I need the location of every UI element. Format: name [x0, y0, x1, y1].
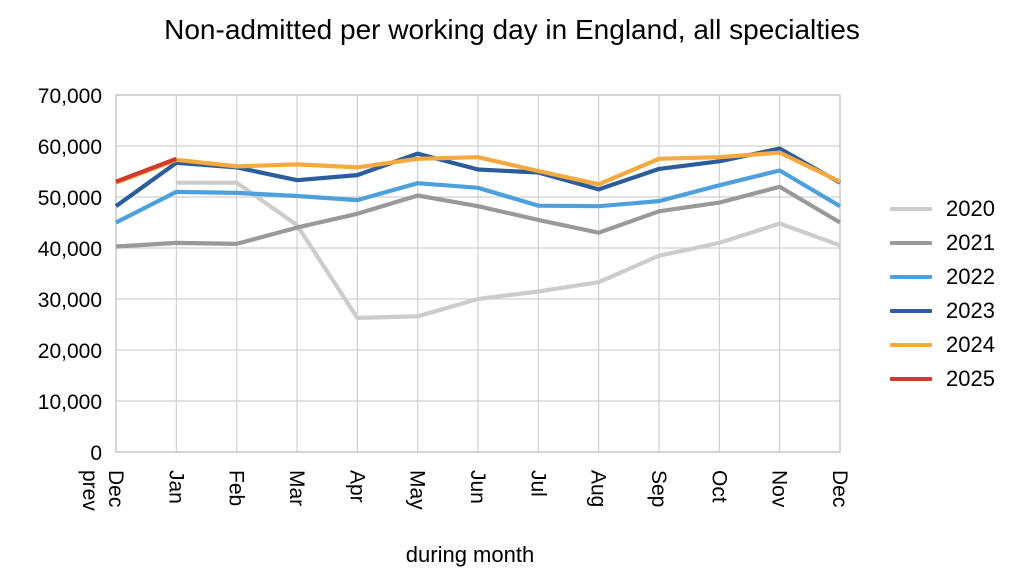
- svg-text:Jun: Jun: [466, 470, 489, 504]
- x-tick-label: Jun: [466, 470, 489, 504]
- x-tick-label: Apr: [345, 470, 368, 503]
- svg-text:Oct: Oct: [707, 470, 730, 503]
- svg-text:Dec: Dec: [828, 470, 851, 507]
- x-tick-label: Dec: [828, 470, 851, 507]
- legend-label: 2024: [946, 332, 995, 357]
- x-tick-label: Nov: [768, 470, 791, 508]
- svg-text:Jul: Jul: [526, 470, 549, 497]
- legend-swatch: [890, 241, 932, 245]
- x-tick-label: Aug: [587, 470, 610, 507]
- y-tick-label: 40,000: [38, 238, 102, 261]
- x-tick-label: Feb: [225, 470, 248, 506]
- legend-swatch: [890, 275, 932, 279]
- legend-label: 2025: [946, 366, 995, 391]
- x-tick-label: Sep: [647, 470, 670, 507]
- legend-item-2025: 2025: [890, 362, 1020, 396]
- svg-text:Aug: Aug: [587, 470, 610, 507]
- svg-text:Feb: Feb: [225, 470, 248, 506]
- chart-title: Non-admitted per working day in England,…: [164, 14, 860, 45]
- svg-text:May: May: [406, 470, 429, 510]
- x-axis-label: during month: [405, 542, 535, 567]
- legend-label: 2023: [946, 298, 995, 323]
- y-tick-label: 50,000: [38, 187, 102, 210]
- axes: [115, 94, 841, 453]
- svg-text:Sep: Sep: [647, 470, 670, 507]
- y-tick-label: 10,000: [38, 391, 102, 414]
- x-tick-label: May: [406, 470, 429, 510]
- x-tick-label: Oct: [707, 470, 730, 503]
- series-line-2022: [115, 168, 842, 225]
- y-tick-label: 70,000: [38, 85, 102, 108]
- legend-item-2020: 2020: [890, 192, 1020, 226]
- y-tick-labels: 0 10,000 20,000 30,000 40,000 50,000 60,000 70,…: [38, 85, 102, 465]
- series-line-2025: [115, 156, 178, 184]
- x-tick-label: Mar: [285, 470, 308, 506]
- legend: 2020 2021 2022 2023 2024 2025: [890, 192, 1020, 396]
- svg-text:Dec: Dec: [104, 470, 127, 507]
- legend-label: 2021: [946, 230, 995, 255]
- legend-swatch: [890, 343, 932, 347]
- svg-text:Jan: Jan: [164, 470, 187, 504]
- gridlines: [115, 94, 841, 453]
- plot-border: [115, 94, 841, 453]
- svg-text:Nov: Nov: [768, 470, 791, 508]
- series-line-2020: [176, 180, 841, 320]
- legend-swatch: [890, 377, 932, 381]
- y-tick-label: 30,000: [38, 289, 102, 312]
- y-tick-label: 20,000: [38, 340, 102, 363]
- x-tick-label: Jan: [164, 470, 187, 504]
- legend-item-2022: 2022: [890, 260, 1020, 294]
- legend-label: 2022: [946, 264, 995, 289]
- legend-item-2024: 2024: [890, 328, 1020, 362]
- y-tick-label: 60,000: [38, 136, 102, 159]
- legend-swatch: [890, 309, 932, 313]
- series-line-2024: [115, 150, 841, 187]
- series-line-2021: [115, 184, 842, 249]
- legend-item-2023: 2023: [890, 294, 1020, 328]
- svg-text:Mar: Mar: [285, 470, 308, 506]
- x-tick-label: Jul: [526, 470, 549, 497]
- legend-label: 2020: [946, 196, 995, 221]
- svg-text:prev: prev: [78, 470, 101, 511]
- legend-item-2021: 2021: [890, 226, 1020, 260]
- legend-swatch: [890, 207, 932, 211]
- series-lines: [114, 146, 842, 320]
- svg-text:Apr: Apr: [345, 470, 368, 503]
- y-tick-label: 0: [90, 442, 102, 465]
